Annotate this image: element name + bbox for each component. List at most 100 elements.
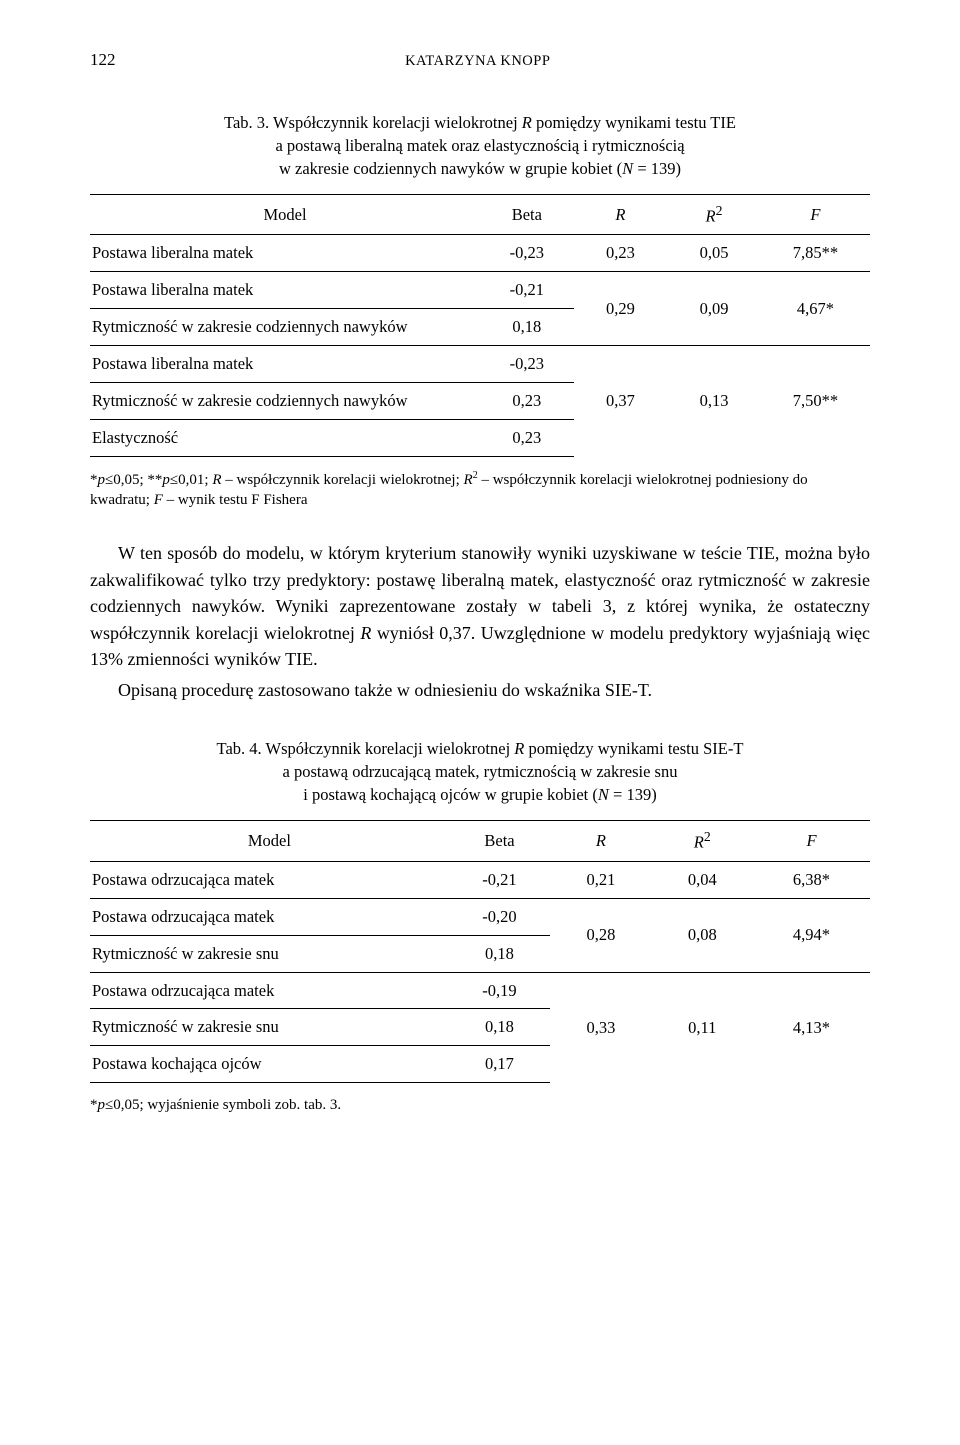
footnote-text: * [90, 1097, 98, 1113]
col-f-italic: F [810, 205, 820, 224]
table1: Model Beta R R2 F Postawa liberalna mate… [90, 194, 870, 457]
footnote-text: ≤0,05; wyjaśnienie symboli zob. tab. 3. [105, 1097, 341, 1113]
author-name: KATARZYNA KNOPP [116, 51, 841, 72]
col-r: R [574, 194, 668, 234]
col-r2-italic: R [706, 206, 716, 225]
body-paragraph-2: Opisaną procedurę zastosowano także w od… [90, 677, 870, 703]
col-r2: R2 [667, 194, 761, 234]
footnote-text: – współczynnik korelacji wielokrotnej; [221, 472, 463, 488]
body-paragraph-1: W ten sposób do modelu, w którym kryteri… [90, 540, 870, 672]
cell-label: Rytmiczność w zakresie codziennych nawyk… [90, 383, 480, 420]
cell-beta: -0,20 [449, 898, 550, 935]
cell-r2: 0,09 [667, 272, 761, 346]
cell-beta: 0,23 [480, 419, 574, 456]
col-beta: Beta [449, 821, 550, 861]
cell-beta: -0,21 [449, 861, 550, 898]
cell-r2: 0,05 [667, 235, 761, 272]
caption-italic: N [598, 785, 609, 804]
footnote-italic: F [154, 492, 163, 508]
cell-beta: 0,17 [449, 1046, 550, 1083]
cell-beta: -0,19 [449, 972, 550, 1009]
footnote-text: ≤0,05; ** [105, 472, 162, 488]
cell-label: Postawa kochająca ojców [90, 1046, 449, 1083]
cell-f: 6,38* [753, 861, 870, 898]
cell-label: Postawa odrzucająca matek [90, 972, 449, 1009]
col-f: F [753, 821, 870, 861]
table-row: Postawa liberalna matek -0,21 0,29 0,09 … [90, 272, 870, 309]
cell-r: 0,28 [550, 898, 651, 972]
col-beta: Beta [480, 194, 574, 234]
caption-text: pomiędzy wynikami testu SIE-T [524, 739, 743, 758]
footnote-italic: p [98, 1097, 106, 1113]
footnote-italic: p [98, 472, 106, 488]
caption-italic: R [514, 739, 524, 758]
cell-label: Rytmiczność w zakresie snu [90, 1009, 449, 1046]
table-header-row: Model Beta R R2 F [90, 194, 870, 234]
cell-beta: -0,23 [480, 235, 574, 272]
cell-r2: 0,11 [652, 972, 753, 1083]
cell-label: Postawa odrzucająca matek [90, 861, 449, 898]
cell-r: 0,33 [550, 972, 651, 1083]
cell-r2: 0,13 [667, 346, 761, 457]
caption-text: Tab. 3. Współczynnik korelacji wielokrot… [224, 113, 522, 132]
cell-label: Postawa liberalna matek [90, 235, 480, 272]
table2: Model Beta R R2 F Postawa odrzucająca ma… [90, 820, 870, 1083]
caption-text: Tab. 4. Współczynnik korelacji wielokrot… [217, 739, 515, 758]
col-r2-sup: 2 [716, 203, 723, 218]
cell-label: Postawa liberalna matek [90, 346, 480, 383]
page-header: 122 KATARZYNA KNOPP [90, 48, 870, 73]
cell-r2: 0,04 [652, 861, 753, 898]
table-row: Postawa odrzucająca matek -0,21 0,21 0,0… [90, 861, 870, 898]
caption-italic: N [622, 159, 633, 178]
cell-r: 0,29 [574, 272, 668, 346]
cell-beta: -0,21 [480, 272, 574, 309]
col-model: Model [90, 194, 480, 234]
cell-f: 4,67* [761, 272, 870, 346]
cell-r2: 0,08 [652, 898, 753, 972]
caption-text: w zakresie codziennych nawyków w grupie … [279, 159, 622, 178]
footnote-text: * [90, 472, 98, 488]
caption-text: pomiędzy wynikami testu TIE [532, 113, 736, 132]
table2-caption: Tab. 4. Współczynnik korelacji wielokrot… [90, 737, 870, 806]
caption-text: a postawą liberalną matek oraz elastyczn… [275, 136, 684, 155]
col-model: Model [90, 821, 449, 861]
cell-f: 7,50** [761, 346, 870, 457]
footnote-text: – wynik testu F Fishera [163, 492, 308, 508]
cell-beta: 0,18 [480, 309, 574, 346]
caption-italic: R [522, 113, 532, 132]
col-r2: R2 [652, 821, 753, 861]
col-r2-sup: 2 [704, 829, 711, 844]
table2-footnote: *p≤0,05; wyjaśnienie symboli zob. tab. 3… [90, 1095, 870, 1115]
col-r: R [550, 821, 651, 861]
page-number: 122 [90, 48, 116, 73]
col-f: F [761, 194, 870, 234]
footnote-italic: p [162, 472, 170, 488]
cell-label: Postawa odrzucająca matek [90, 898, 449, 935]
table-row: Postawa odrzucająca matek -0,20 0,28 0,0… [90, 898, 870, 935]
cell-beta: -0,23 [480, 346, 574, 383]
caption-text: a postawą odrzucającą matek, rytmicznośc… [283, 762, 678, 781]
caption-text: = 139) [609, 785, 657, 804]
cell-f: 4,13* [753, 972, 870, 1083]
cell-label: Postawa liberalna matek [90, 272, 480, 309]
col-f-italic: F [806, 831, 816, 850]
table1-footnote: *p≤0,05; **p≤0,01; R – współczynnik kore… [90, 469, 870, 511]
cell-f: 4,94* [753, 898, 870, 972]
table-row: Postawa liberalna matek -0,23 0,23 0,05 … [90, 235, 870, 272]
col-r2-italic: R [694, 833, 704, 852]
cell-r: 0,37 [574, 346, 668, 457]
footnote-text: ≤0,01; [170, 472, 212, 488]
table-header-row: Model Beta R R2 F [90, 821, 870, 861]
body-italic: R [360, 623, 371, 643]
col-r-italic: R [615, 205, 625, 224]
table-row: Postawa liberalna matek -0,23 0,37 0,13 … [90, 346, 870, 383]
table1-caption: Tab. 3. Współczynnik korelacji wielokrot… [90, 111, 870, 180]
cell-label: Elastyczność [90, 419, 480, 456]
cell-label: Rytmiczność w zakresie codziennych nawyk… [90, 309, 480, 346]
cell-beta: 0,18 [449, 1009, 550, 1046]
cell-beta: 0,23 [480, 383, 574, 420]
footnote-italic: R [464, 472, 473, 488]
cell-r: 0,21 [550, 861, 651, 898]
cell-label: Rytmiczność w zakresie snu [90, 935, 449, 972]
cell-r: 0,23 [574, 235, 668, 272]
